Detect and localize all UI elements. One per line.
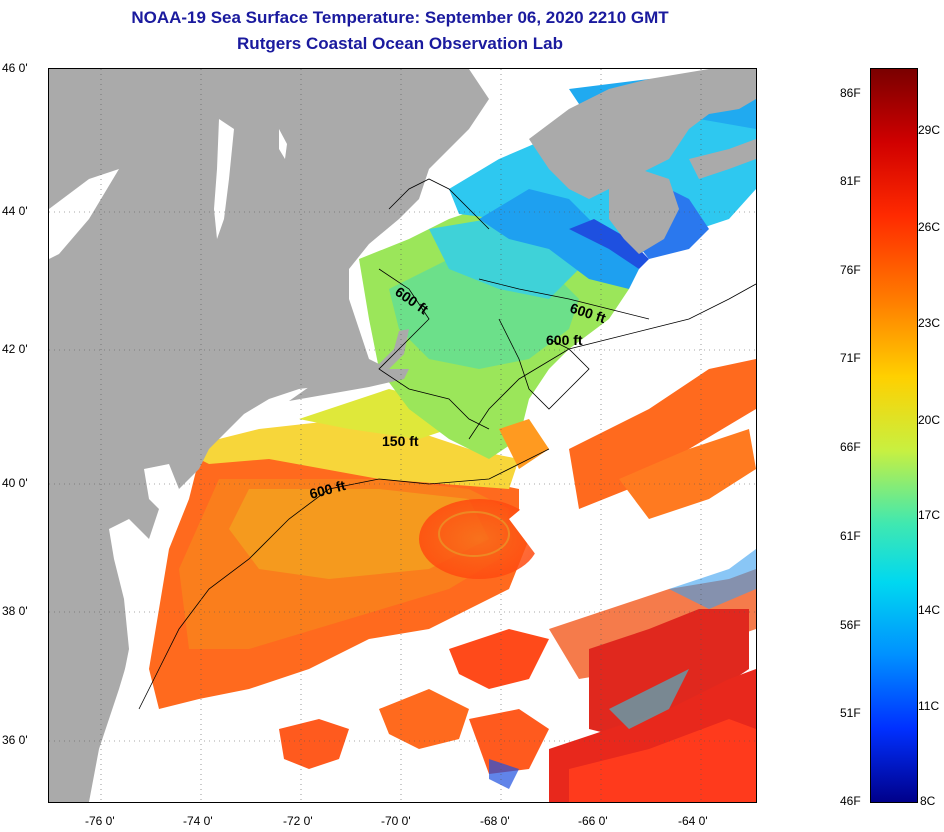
colorbar-f-46: 46F bbox=[840, 794, 861, 808]
colorbar-c-17: 17C bbox=[918, 508, 941, 522]
lat-tick-40: 40 0' bbox=[2, 476, 28, 490]
lat-tick-44: 44 0' bbox=[2, 204, 28, 218]
colorbar-c-26: 26C bbox=[918, 220, 941, 234]
lon-tick-64: -64 0' bbox=[678, 814, 708, 828]
map-subtitle: Rutgers Coastal Ocean Observation Lab bbox=[237, 34, 563, 53]
lat-tick-46: 46 0' bbox=[2, 61, 28, 75]
colorbar-f-66: 66F bbox=[840, 440, 861, 454]
colorbar-f-71: 71F bbox=[840, 351, 861, 365]
lat-tick-38: 38 0' bbox=[2, 604, 28, 618]
colorbar-f-86: 86F bbox=[840, 86, 861, 100]
lat-tick-36: 36 0' bbox=[2, 733, 28, 747]
colorbar-c-29: 29C bbox=[918, 123, 941, 137]
lon-tick-74: -74 0' bbox=[183, 814, 213, 828]
sst-map: 600 ft 600 ft 600 ft 150 ft 600 ft bbox=[48, 68, 757, 803]
temperature-colorbar bbox=[870, 68, 918, 803]
colorbar-f-51: 51F bbox=[840, 706, 861, 720]
lat-tick-42: 42 0' bbox=[2, 342, 28, 356]
colorbar-c-14: 14C bbox=[918, 603, 941, 617]
lon-tick-68: -68 0' bbox=[480, 814, 510, 828]
map-title: NOAA-19 Sea Surface Temperature: Septemb… bbox=[131, 8, 669, 27]
colorbar-c-8: 8C bbox=[920, 794, 936, 808]
lon-tick-70: -70 0' bbox=[381, 814, 411, 828]
colorbar-c-23: 23C bbox=[918, 316, 941, 330]
lon-tick-66: -66 0' bbox=[578, 814, 608, 828]
colorbar-c-11: 11C bbox=[918, 699, 940, 713]
land-region bbox=[49, 69, 489, 802]
lon-tick-76: -76 0' bbox=[85, 814, 115, 828]
colorbar-f-56: 56F bbox=[840, 618, 861, 632]
colorbar-f-76: 76F bbox=[840, 263, 861, 277]
contour-label-3: 600 ft bbox=[546, 332, 583, 348]
sst-map-image: 600 ft 600 ft 600 ft 150 ft 600 ft bbox=[49, 69, 756, 802]
lon-tick-72: -72 0' bbox=[283, 814, 313, 828]
colorbar-c-20: 20C bbox=[918, 413, 941, 427]
colorbar-f-61: 61F bbox=[840, 529, 861, 543]
contour-label-4: 150 ft bbox=[382, 433, 419, 449]
colorbar-f-81: 81F bbox=[840, 174, 861, 188]
